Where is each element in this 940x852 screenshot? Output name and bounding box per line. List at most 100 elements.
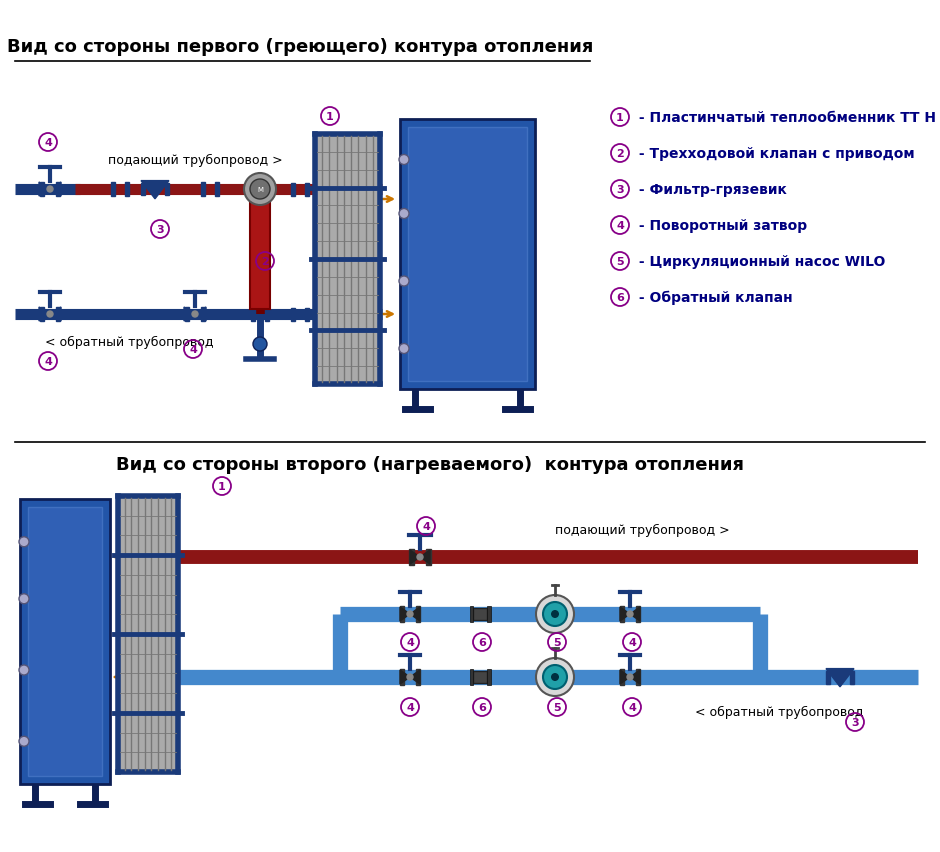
Text: 2: 2 — [261, 256, 269, 267]
Bar — [111, 183, 115, 197]
Polygon shape — [410, 550, 420, 564]
Text: 4: 4 — [406, 637, 414, 648]
Circle shape — [19, 736, 29, 746]
Bar — [620, 607, 624, 622]
Bar — [826, 671, 830, 683]
Polygon shape — [400, 671, 410, 684]
Circle shape — [192, 312, 198, 318]
Text: Вид со стороны второго (нагреваемого)  контура отопления: Вид со стороны второго (нагреваемого) ко… — [116, 456, 744, 474]
Circle shape — [543, 602, 567, 626]
Bar — [250, 195, 270, 309]
Polygon shape — [630, 671, 640, 684]
Text: 4: 4 — [422, 521, 430, 532]
Polygon shape — [39, 308, 50, 321]
Circle shape — [407, 674, 413, 680]
Bar — [400, 607, 404, 622]
Text: 2: 2 — [616, 149, 624, 158]
Bar — [265, 308, 269, 321]
Polygon shape — [50, 308, 61, 321]
Circle shape — [253, 337, 267, 352]
Circle shape — [551, 673, 559, 682]
Text: M: M — [257, 187, 263, 193]
Text: 4: 4 — [44, 138, 52, 148]
Bar — [400, 669, 404, 685]
Bar — [56, 183, 60, 197]
Text: 5: 5 — [553, 702, 561, 712]
Polygon shape — [400, 607, 410, 621]
Bar — [470, 606, 474, 623]
Text: 3: 3 — [617, 185, 624, 195]
Circle shape — [543, 665, 567, 689]
Circle shape — [551, 610, 559, 619]
Text: 4: 4 — [44, 357, 52, 366]
Bar — [473, 608, 487, 620]
Text: - Фильтр-грязевик: - Фильтр-грязевик — [634, 183, 787, 197]
Text: - Пластинчатый теплообменник ТТ Н: - Пластинчатый теплообменник ТТ Н — [634, 111, 936, 125]
Text: 4: 4 — [189, 344, 197, 354]
Bar — [40, 183, 44, 197]
Bar — [125, 183, 129, 197]
Polygon shape — [620, 671, 630, 684]
Text: 3: 3 — [156, 225, 164, 234]
Polygon shape — [410, 671, 420, 684]
Circle shape — [399, 344, 409, 354]
Circle shape — [536, 659, 574, 696]
Bar — [400, 120, 535, 389]
Bar — [620, 669, 624, 685]
Bar — [215, 183, 219, 197]
Text: - Трехходовой клапан с приводом: - Трехходовой клапан с приводом — [634, 147, 915, 161]
Circle shape — [47, 312, 53, 318]
Bar — [118, 497, 178, 772]
Text: 5: 5 — [617, 256, 624, 267]
Circle shape — [407, 611, 413, 618]
Circle shape — [19, 537, 29, 547]
Text: - Поворотный затвор: - Поворотный затвор — [634, 219, 807, 233]
Polygon shape — [410, 607, 420, 621]
Circle shape — [47, 187, 53, 193]
Bar — [315, 135, 380, 384]
Circle shape — [627, 674, 633, 680]
Bar — [636, 669, 640, 685]
Text: 6: 6 — [478, 637, 486, 648]
Text: 3: 3 — [852, 717, 859, 727]
Text: 6: 6 — [478, 702, 486, 712]
Bar — [473, 671, 487, 683]
Bar — [251, 183, 255, 197]
Text: < обратный трубопровод: < обратный трубопровод — [45, 335, 213, 348]
Circle shape — [417, 555, 423, 561]
Bar — [409, 550, 414, 566]
Bar — [265, 183, 269, 197]
Bar — [426, 550, 431, 566]
Bar — [470, 669, 474, 686]
Bar — [416, 607, 420, 622]
Circle shape — [399, 210, 409, 219]
Circle shape — [250, 180, 270, 199]
Text: - Обратный клапан: - Обратный клапан — [634, 291, 792, 305]
Bar — [487, 606, 491, 623]
Bar — [40, 308, 44, 321]
Bar — [20, 499, 110, 784]
Bar — [305, 183, 309, 196]
Bar — [305, 308, 309, 321]
Bar — [636, 607, 640, 622]
Bar — [28, 508, 102, 776]
Polygon shape — [826, 669, 854, 687]
Text: 4: 4 — [628, 702, 636, 712]
Polygon shape — [50, 183, 61, 197]
Text: - Циркуляционный насос WILO: - Циркуляционный насос WILO — [634, 255, 885, 268]
Text: 5: 5 — [553, 637, 561, 648]
Bar — [291, 183, 295, 196]
Circle shape — [399, 155, 409, 165]
Circle shape — [244, 174, 276, 206]
Text: 4: 4 — [628, 637, 636, 648]
Text: подающий трубопровод >: подающий трубопровод > — [555, 523, 729, 536]
Bar — [165, 184, 169, 196]
Bar — [408, 128, 527, 382]
Circle shape — [536, 596, 574, 633]
Bar — [56, 308, 60, 321]
Text: 1: 1 — [218, 481, 226, 492]
Bar — [201, 308, 205, 321]
Text: 1: 1 — [326, 112, 334, 122]
Polygon shape — [630, 607, 640, 621]
Polygon shape — [195, 308, 206, 321]
